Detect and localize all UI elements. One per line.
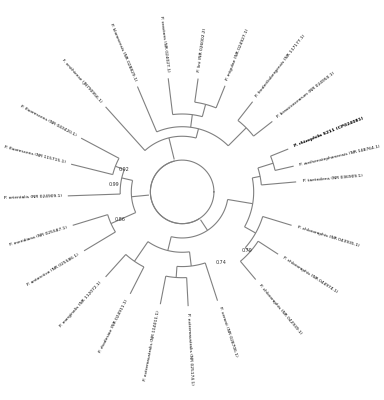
Text: P. marginalis (NR 112072.1): P. marginalis (NR 112072.1) <box>60 280 103 328</box>
Text: P. lini (NR 026002.2): P. lini (NR 026002.2) <box>197 28 207 72</box>
Text: P. migulae (NR 024927.1): P. migulae (NR 024927.1) <box>225 28 250 81</box>
Text: 0.86: 0.86 <box>114 217 125 222</box>
Text: P. taetrolens (NR 036909.1): P. taetrolens (NR 036909.1) <box>302 174 362 183</box>
Text: P. fluorescens (NR 115715.1): P. fluorescens (NR 115715.1) <box>3 146 65 164</box>
Text: 0.74: 0.74 <box>216 260 227 265</box>
Text: P. antarctica (NR 025586.1): P. antarctica (NR 025586.1) <box>26 252 79 286</box>
Text: P. chlororaphis (NR 044974.1): P. chlororaphis (NR 044974.1) <box>282 256 339 294</box>
Text: P. weihenstephanensis (NR 148764.1): P. weihenstephanensis (NR 148764.1) <box>300 144 381 167</box>
Text: P. extremaustralis (NR 025174.1): P. extremaustralis (NR 025174.1) <box>187 312 194 384</box>
Text: F. ersthiense (JN790956.1): F. ersthiense (JN790956.1) <box>61 58 103 104</box>
Text: P. fluorescens (NR 043420.1): P. fluorescens (NR 043420.1) <box>19 104 76 137</box>
Text: P. brassicacearum (NR 024950.1): P. brassicacearum (NR 024950.1) <box>276 72 335 119</box>
Text: P. veronii (NR 028706.1): P. veronii (NR 028706.1) <box>218 306 238 358</box>
Text: P. extremaustralis (NR 114011.1): P. extremaustralis (NR 114011.1) <box>144 310 161 381</box>
Text: 0.79: 0.79 <box>242 248 253 253</box>
Text: P. rhizophila S211 (CP024081): P. rhizophila S211 (CP024081) <box>293 117 364 148</box>
Text: P. reactans (NR 024027.1): P. reactans (NR 024027.1) <box>159 16 169 72</box>
Text: P. orientalis (NR 024909.1): P. orientalis (NR 024909.1) <box>3 194 61 200</box>
Text: P. rhodesiae (NR 024911.1): P. rhodesiae (NR 024911.1) <box>99 298 129 353</box>
Text: P. chlororaphis (NR 043935.1): P. chlororaphis (NR 043935.1) <box>297 225 360 248</box>
Text: 0.99: 0.99 <box>109 182 119 187</box>
Text: P. frederiksbergensis (NR 117177.1): P. frederiksbergensis (NR 117177.1) <box>255 34 306 98</box>
Text: 0.92: 0.92 <box>119 167 130 172</box>
Text: P. kloronensis (NR 028829.1): P. kloronensis (NR 028829.1) <box>109 22 137 82</box>
Text: P. meridiana (NR 025587.1): P. meridiana (NR 025587.1) <box>9 225 67 247</box>
Text: P. chlororaphis (NR 042939.1): P. chlororaphis (NR 042939.1) <box>258 283 303 335</box>
